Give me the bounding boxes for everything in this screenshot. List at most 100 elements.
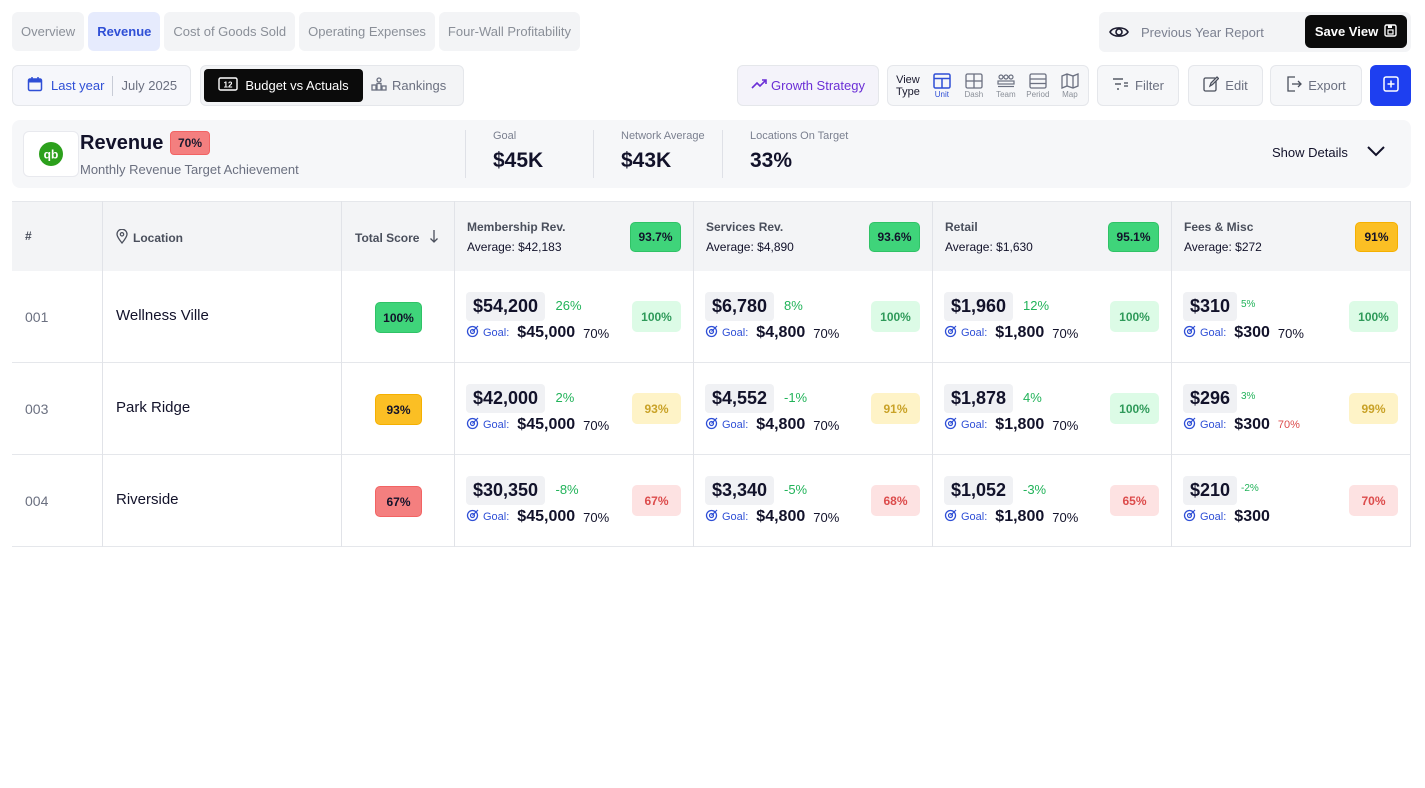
goal-value: $45,000 <box>517 324 576 341</box>
growth-strategy-button[interactable]: Growth Strategy <box>737 65 879 106</box>
mode-switch: 12 Budget vs Actuals Rankings <box>200 65 464 106</box>
metric-header-name[interactable]: Services Rev. <box>706 220 784 234</box>
budget-vs-actuals-toggle[interactable]: 12 Budget vs Actuals <box>204 69 363 102</box>
actual-value: $4,552 <box>705 384 775 413</box>
goal-percent: 70% <box>813 417 840 433</box>
growth-strategy-label: Growth Strategy <box>771 78 865 93</box>
cell-score-badge: 67% <box>632 485 681 516</box>
goal-value: $1,800 <box>995 508 1045 525</box>
export-button[interactable]: Export <box>1270 65 1362 106</box>
date-range-picker[interactable]: Last year July 2025 <box>12 65 191 106</box>
quickbooks-logo: qb <box>23 131 79 177</box>
metric-cell: $54,200 26% Goal: $45,000 70% 100% <box>454 271 693 363</box>
view-type-dash[interactable]: Dash <box>961 72 987 99</box>
change-percent: 12% <box>1023 298 1050 313</box>
change-percent: -2% <box>1241 483 1259 494</box>
location-name[interactable]: Wellness Ville <box>116 307 209 324</box>
goal-value: $45,000 <box>517 416 576 433</box>
budget-vs-actuals-label: Budget vs Actuals <box>245 78 349 93</box>
target-icon <box>705 509 718 525</box>
tab-operating-expenses[interactable]: Operating Expenses <box>299 12 435 51</box>
edit-label: Edit <box>1225 78 1248 93</box>
rankings-toggle[interactable]: Rankings <box>371 69 446 102</box>
average-prefix: Average: <box>945 240 993 254</box>
eye-icon <box>1099 25 1139 39</box>
actual-value: $1,052 <box>944 476 1014 505</box>
average-prefix: Average: <box>706 240 754 254</box>
goal-label: Goal: <box>1200 511 1227 523</box>
target-icon <box>466 325 479 341</box>
cell-score-badge: 65% <box>1110 485 1159 516</box>
sort-arrow-down-icon <box>429 229 439 246</box>
revenue-summary-card: qb Revenue 70% Monthly Revenue Target Ac… <box>12 120 1411 188</box>
report-tabs: Overview Revenue Cost of Goods Sold Oper… <box>12 12 580 51</box>
goal-value: $300 <box>1234 324 1270 341</box>
column-header-number: # <box>25 229 32 243</box>
table-row[interactable]: 004 Riverside 67% $30,350 -8% Goal: $45,000 70%… <box>12 455 1411 547</box>
metric-header-average: Average: $42,183 <box>467 240 562 254</box>
average-prefix: Average: <box>1184 240 1232 254</box>
column-divider <box>1171 201 1172 547</box>
average-value: $42,183 <box>518 240 562 254</box>
column-divider <box>1410 201 1411 547</box>
view-type-period[interactable]: Period <box>1025 72 1051 99</box>
actual-value: $1,878 <box>944 384 1014 413</box>
add-button[interactable] <box>1370 65 1411 106</box>
view-type-selector: View Type Unit Dash Team Period Map <box>887 65 1089 106</box>
table-row[interactable]: 003 Park Ridge 93% $42,000 2% Goal: $45,000 70%… <box>12 363 1411 455</box>
goal-value: $45,000 <box>517 508 576 525</box>
tab-cogs[interactable]: Cost of Goods Sold <box>164 12 296 51</box>
edit-button[interactable]: Edit <box>1188 65 1263 106</box>
actual-value: $3,340 <box>705 476 775 505</box>
view-type-unit[interactable]: Unit <box>929 72 955 99</box>
view-type-label: View Type <box>896 73 920 98</box>
rankings-label: Rankings <box>392 78 447 93</box>
average-prefix: Average: <box>467 240 515 254</box>
save-view-button[interactable]: Save View <box>1305 15 1407 48</box>
goal-value: $4,800 <box>756 508 806 525</box>
locations-on-target-kpi: Locations On Target 33% <box>750 130 849 172</box>
tab-overview[interactable]: Overview <box>12 12 85 51</box>
target-icon <box>944 325 957 341</box>
tab-four-wall[interactable]: Four-Wall Profitability <box>438 12 580 51</box>
map-icon <box>1061 72 1079 89</box>
column-header-total-score[interactable]: Total Score <box>355 229 439 246</box>
show-details-toggle[interactable]: Show Details <box>1272 145 1386 160</box>
filter-icon <box>1112 77 1129 94</box>
change-percent: -5% <box>784 482 808 497</box>
export-label: Export <box>1308 78 1346 93</box>
actual-value: $42,000 <box>466 384 546 413</box>
goal-percent: 70% <box>583 509 610 525</box>
column-header-location[interactable]: Location <box>116 228 183 247</box>
goal-percent: 70% <box>583 417 610 433</box>
page-subtitle: Monthly Revenue Target Achievement <box>80 162 299 177</box>
calendar-icon <box>27 76 43 95</box>
divider <box>112 75 114 96</box>
metric-header-name[interactable]: Membership Rev. <box>467 220 566 234</box>
metric-header-name[interactable]: Retail <box>945 220 978 234</box>
location-name[interactable]: Park Ridge <box>116 399 191 416</box>
location-name[interactable]: Riverside <box>116 491 179 508</box>
column-divider <box>454 201 455 547</box>
view-type-team[interactable]: Team <box>993 73 1019 99</box>
metric-cell: $210 -2% Goal: $300 70% <box>1171 455 1410 547</box>
metric-header-name[interactable]: Fees & Misc <box>1184 220 1254 234</box>
goal-line: Goal: $45,000 70% <box>466 416 609 434</box>
goal-value: $4,800 <box>756 416 806 433</box>
change-percent: 8% <box>784 298 803 313</box>
metric-cell: $42,000 2% Goal: $45,000 70% 93% <box>454 363 693 455</box>
goal-value: $1,800 <box>995 324 1045 341</box>
goal-percent: 70% <box>1277 325 1304 341</box>
column-divider <box>102 201 103 547</box>
change-percent: 5% <box>1241 299 1256 310</box>
filter-button[interactable]: Filter <box>1097 65 1179 106</box>
view-type-map[interactable]: Map <box>1057 72 1083 99</box>
goal-label: Goal: <box>1200 327 1227 339</box>
table-row[interactable]: 001 Wellness Ville 100% $54,200 26% Goal: $45,… <box>12 271 1411 363</box>
metric-cell: $30,350 -8% Goal: $45,000 70% 67% <box>454 455 693 547</box>
previous-year-report-toggle[interactable]: Previous Year Report Save View <box>1099 12 1411 52</box>
metric-header-average: Average: $4,890 <box>706 240 794 254</box>
tab-revenue[interactable]: Revenue <box>88 12 161 51</box>
goal-percent: 70% <box>813 509 840 525</box>
target-icon <box>705 325 718 341</box>
